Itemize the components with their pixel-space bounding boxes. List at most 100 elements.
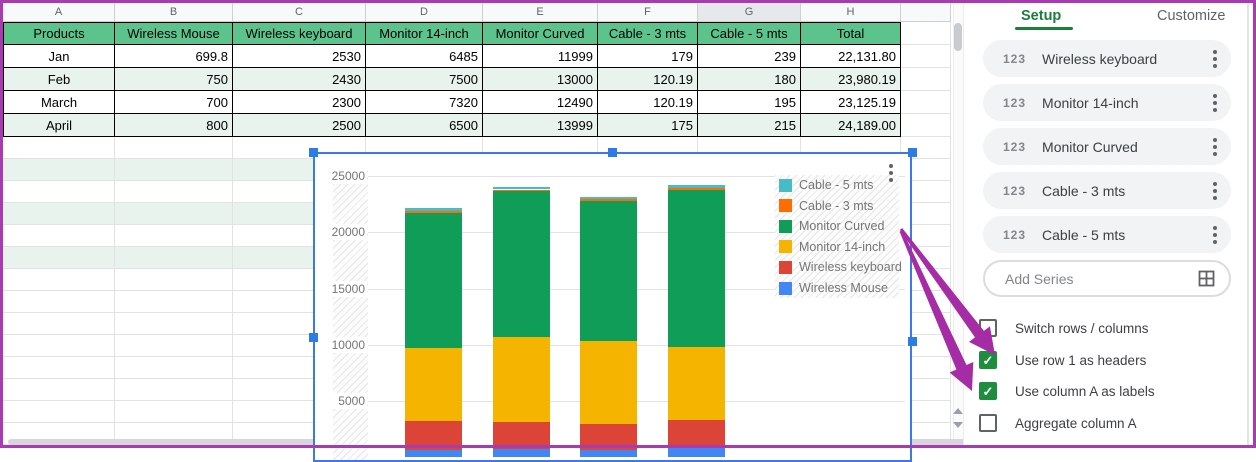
table-header-cell[interactable]: Cable - 5 mts (698, 22, 801, 45)
bar-segment-cable-3-mts[interactable] (667, 187, 725, 190)
selection-handle[interactable] (309, 333, 318, 342)
bar-segment-cable-5-mts[interactable] (580, 197, 637, 200)
cell[interactable] (115, 401, 233, 423)
cell[interactable]: 24,189.00 (801, 114, 901, 137)
bar-segment-monitor-curved[interactable] (667, 189, 725, 348)
cell[interactable] (901, 401, 951, 423)
bar-segment-cable-5-mts[interactable] (405, 208, 462, 211)
cell[interactable]: 2530 (233, 45, 366, 68)
table-header-cell[interactable]: Wireless keyboard (233, 22, 366, 45)
legend-item[interactable]: Wireless keyboard (779, 260, 902, 274)
vertical-scrollbar-thumb[interactable] (954, 23, 962, 51)
bar-segment-cable-5-mts[interactable] (492, 187, 550, 190)
cell[interactable]: 699.8 (115, 45, 233, 68)
selection-handle[interactable] (309, 148, 318, 157)
series-menu-icon[interactable] (1213, 136, 1217, 157)
column-letter[interactable] (901, 3, 951, 22)
legend-item[interactable]: Monitor Curved (779, 219, 884, 233)
cell[interactable]: 7320 (366, 91, 483, 114)
series-chip-cable-5-mts[interactable]: 123 Cable - 5 mts (983, 216, 1231, 253)
add-series-field[interactable]: Add Series (983, 260, 1231, 297)
cell[interactable] (901, 114, 951, 137)
cell[interactable] (901, 159, 951, 181)
bar-segment-cable-3-mts[interactable] (405, 210, 462, 213)
bar-segment-monitor-14-inch[interactable] (405, 348, 462, 422)
cell[interactable] (901, 45, 951, 68)
bar-segment-cable-3-mts[interactable] (492, 189, 550, 191)
bar-segment-cable-5-mts[interactable] (667, 185, 725, 188)
cell[interactable] (3, 357, 115, 379)
cell[interactable] (115, 335, 233, 357)
column-letter[interactable]: A (3, 3, 115, 22)
cell[interactable] (3, 291, 115, 313)
column-letter[interactable]: G (698, 3, 801, 22)
column-letter[interactable]: C (233, 3, 366, 22)
table-header-cell[interactable]: Cable - 3 mts (598, 22, 698, 45)
series-chip-wireless-keyboard[interactable]: 123 Wireless keyboard (983, 40, 1231, 77)
bar-segment-wireless-mouse[interactable] (405, 449, 462, 458)
cell[interactable] (115, 313, 233, 335)
selection-handle[interactable] (908, 148, 917, 157)
cell[interactable] (115, 203, 233, 225)
series-menu-icon[interactable] (1213, 92, 1217, 113)
checkbox-use-column-a-as-labels[interactable]: ✓ (979, 382, 997, 400)
cell[interactable]: 6485 (366, 45, 483, 68)
series-chip-cable-3-mts[interactable]: 123 Cable - 3 mts (983, 172, 1231, 209)
checkbox-switch-rows-columns[interactable] (979, 319, 997, 337)
checkbox-use-row-1-as-headers[interactable]: ✓ (979, 351, 997, 369)
cell[interactable] (3, 247, 115, 269)
bar-segment-wireless-mouse[interactable] (667, 448, 725, 458)
scroll-down-icon[interactable] (953, 422, 963, 428)
chart-menu-icon[interactable] (889, 162, 893, 183)
column-letter[interactable]: D (366, 3, 483, 22)
cell[interactable]: 7500 (366, 68, 483, 91)
cell[interactable] (3, 335, 115, 357)
cell[interactable] (115, 137, 233, 159)
cell[interactable] (3, 269, 115, 291)
cell[interactable] (901, 22, 951, 45)
cell[interactable]: April (3, 114, 115, 137)
bar-segment-wireless-keyboard[interactable] (492, 421, 550, 450)
cell[interactable] (3, 225, 115, 247)
cell[interactable]: Feb (3, 68, 115, 91)
cell[interactable]: 23,125.19 (801, 91, 901, 114)
cell[interactable] (3, 181, 115, 203)
bar-segment-monitor-14-inch[interactable] (492, 337, 550, 422)
cell[interactable] (3, 159, 115, 181)
bar-segment-monitor-curved[interactable] (580, 200, 637, 342)
table-header-cell[interactable]: Products (3, 22, 115, 45)
select-range-grid-icon[interactable] (1198, 270, 1215, 287)
cell[interactable]: 13000 (483, 68, 598, 91)
legend-item[interactable]: Cable - 3 mts (779, 199, 873, 213)
column-letter[interactable]: H (801, 3, 901, 22)
selection-handle[interactable] (608, 148, 617, 157)
cell[interactable]: 800 (115, 114, 233, 137)
cell[interactable]: 700 (115, 91, 233, 114)
series-chip-monitor-curved[interactable]: 123 Monitor Curved (983, 128, 1231, 165)
cell[interactable]: 215 (698, 114, 801, 137)
cell[interactable] (115, 247, 233, 269)
bar-segment-wireless-keyboard[interactable] (667, 420, 725, 449)
table-header-cell[interactable]: Total (801, 22, 901, 45)
cell[interactable]: Jan (3, 45, 115, 68)
cell[interactable]: 23,980.19 (801, 68, 901, 91)
bar-segment-wireless-mouse[interactable] (580, 449, 637, 458)
cell[interactable] (115, 357, 233, 379)
cell[interactable] (3, 379, 115, 401)
cell[interactable]: 2500 (233, 114, 366, 137)
table-header-cell[interactable]: Monitor 14-inch (366, 22, 483, 45)
cell[interactable] (115, 269, 233, 291)
column-letter[interactable]: E (483, 3, 598, 22)
series-menu-icon[interactable] (1213, 48, 1217, 69)
cell[interactable]: 175 (598, 114, 698, 137)
cell[interactable]: 2430 (233, 68, 366, 91)
column-letter[interactable]: B (115, 3, 233, 22)
cell[interactable] (3, 203, 115, 225)
cell[interactable]: 120.19 (598, 91, 698, 114)
cell[interactable] (3, 137, 115, 159)
legend-item[interactable]: Monitor 14-inch (779, 240, 885, 254)
bar-segment-monitor-14-inch[interactable] (580, 341, 637, 424)
series-menu-icon[interactable] (1213, 180, 1217, 201)
cell[interactable] (3, 401, 115, 423)
legend-item[interactable]: Wireless Mouse (779, 281, 888, 295)
